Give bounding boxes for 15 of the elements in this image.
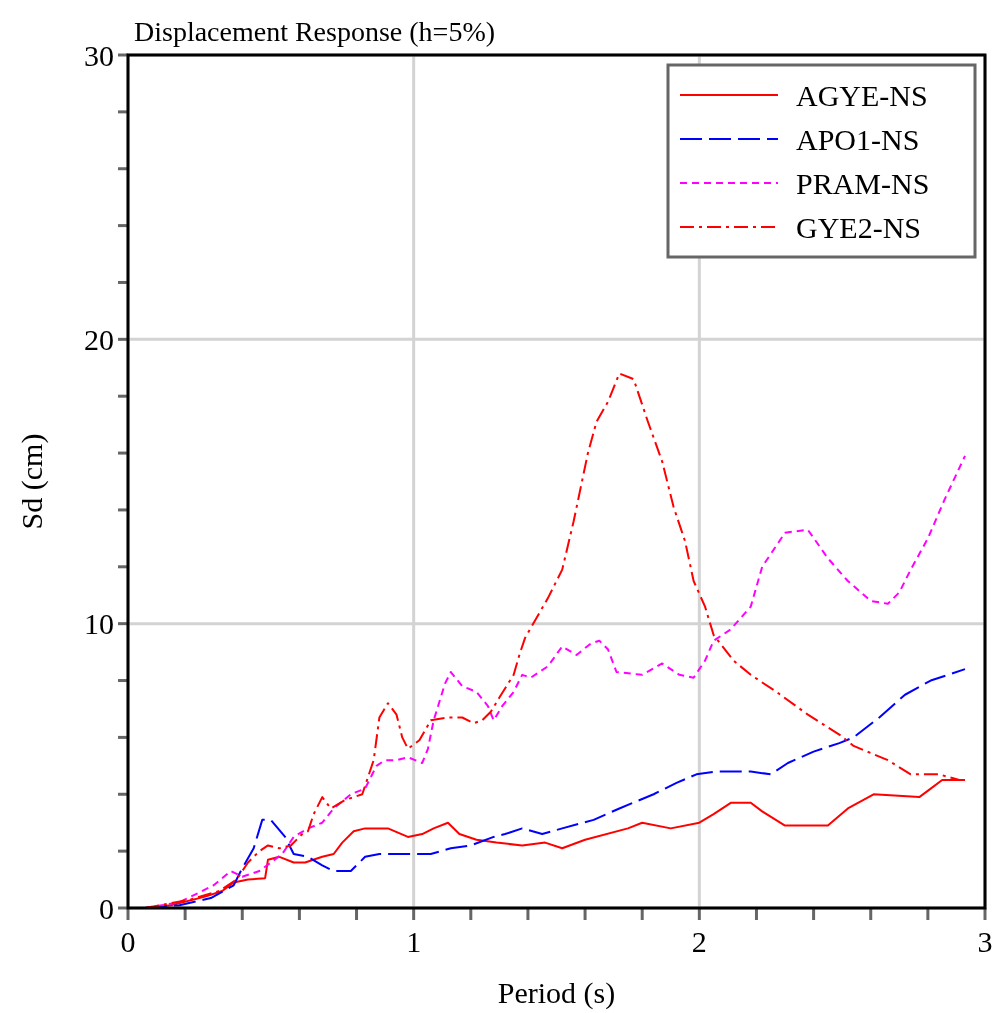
x-tick-label: 3 <box>977 925 993 958</box>
x-tick-label: 1 <box>406 925 422 958</box>
legend-label: PRAM-NS <box>796 166 930 200</box>
y-tick-label: 0 <box>99 891 114 925</box>
y-axis-title: Sd (cm) <box>15 433 49 530</box>
x-axis-title: Period (s) <box>497 976 616 1010</box>
legend-label: APO1-NS <box>796 122 920 156</box>
legend-label: AGYE-NS <box>796 78 928 112</box>
y-tick-label: 20 <box>84 322 114 356</box>
x-tick-label: 2 <box>691 925 707 958</box>
y-tick-label: 10 <box>84 607 114 641</box>
legend-label: GYE2-NS <box>796 210 921 244</box>
y-tick-label: 30 <box>84 38 114 72</box>
chart-title: Displacement Response (h=5%) <box>134 16 496 47</box>
x-tick-label: 0 <box>120 925 136 958</box>
